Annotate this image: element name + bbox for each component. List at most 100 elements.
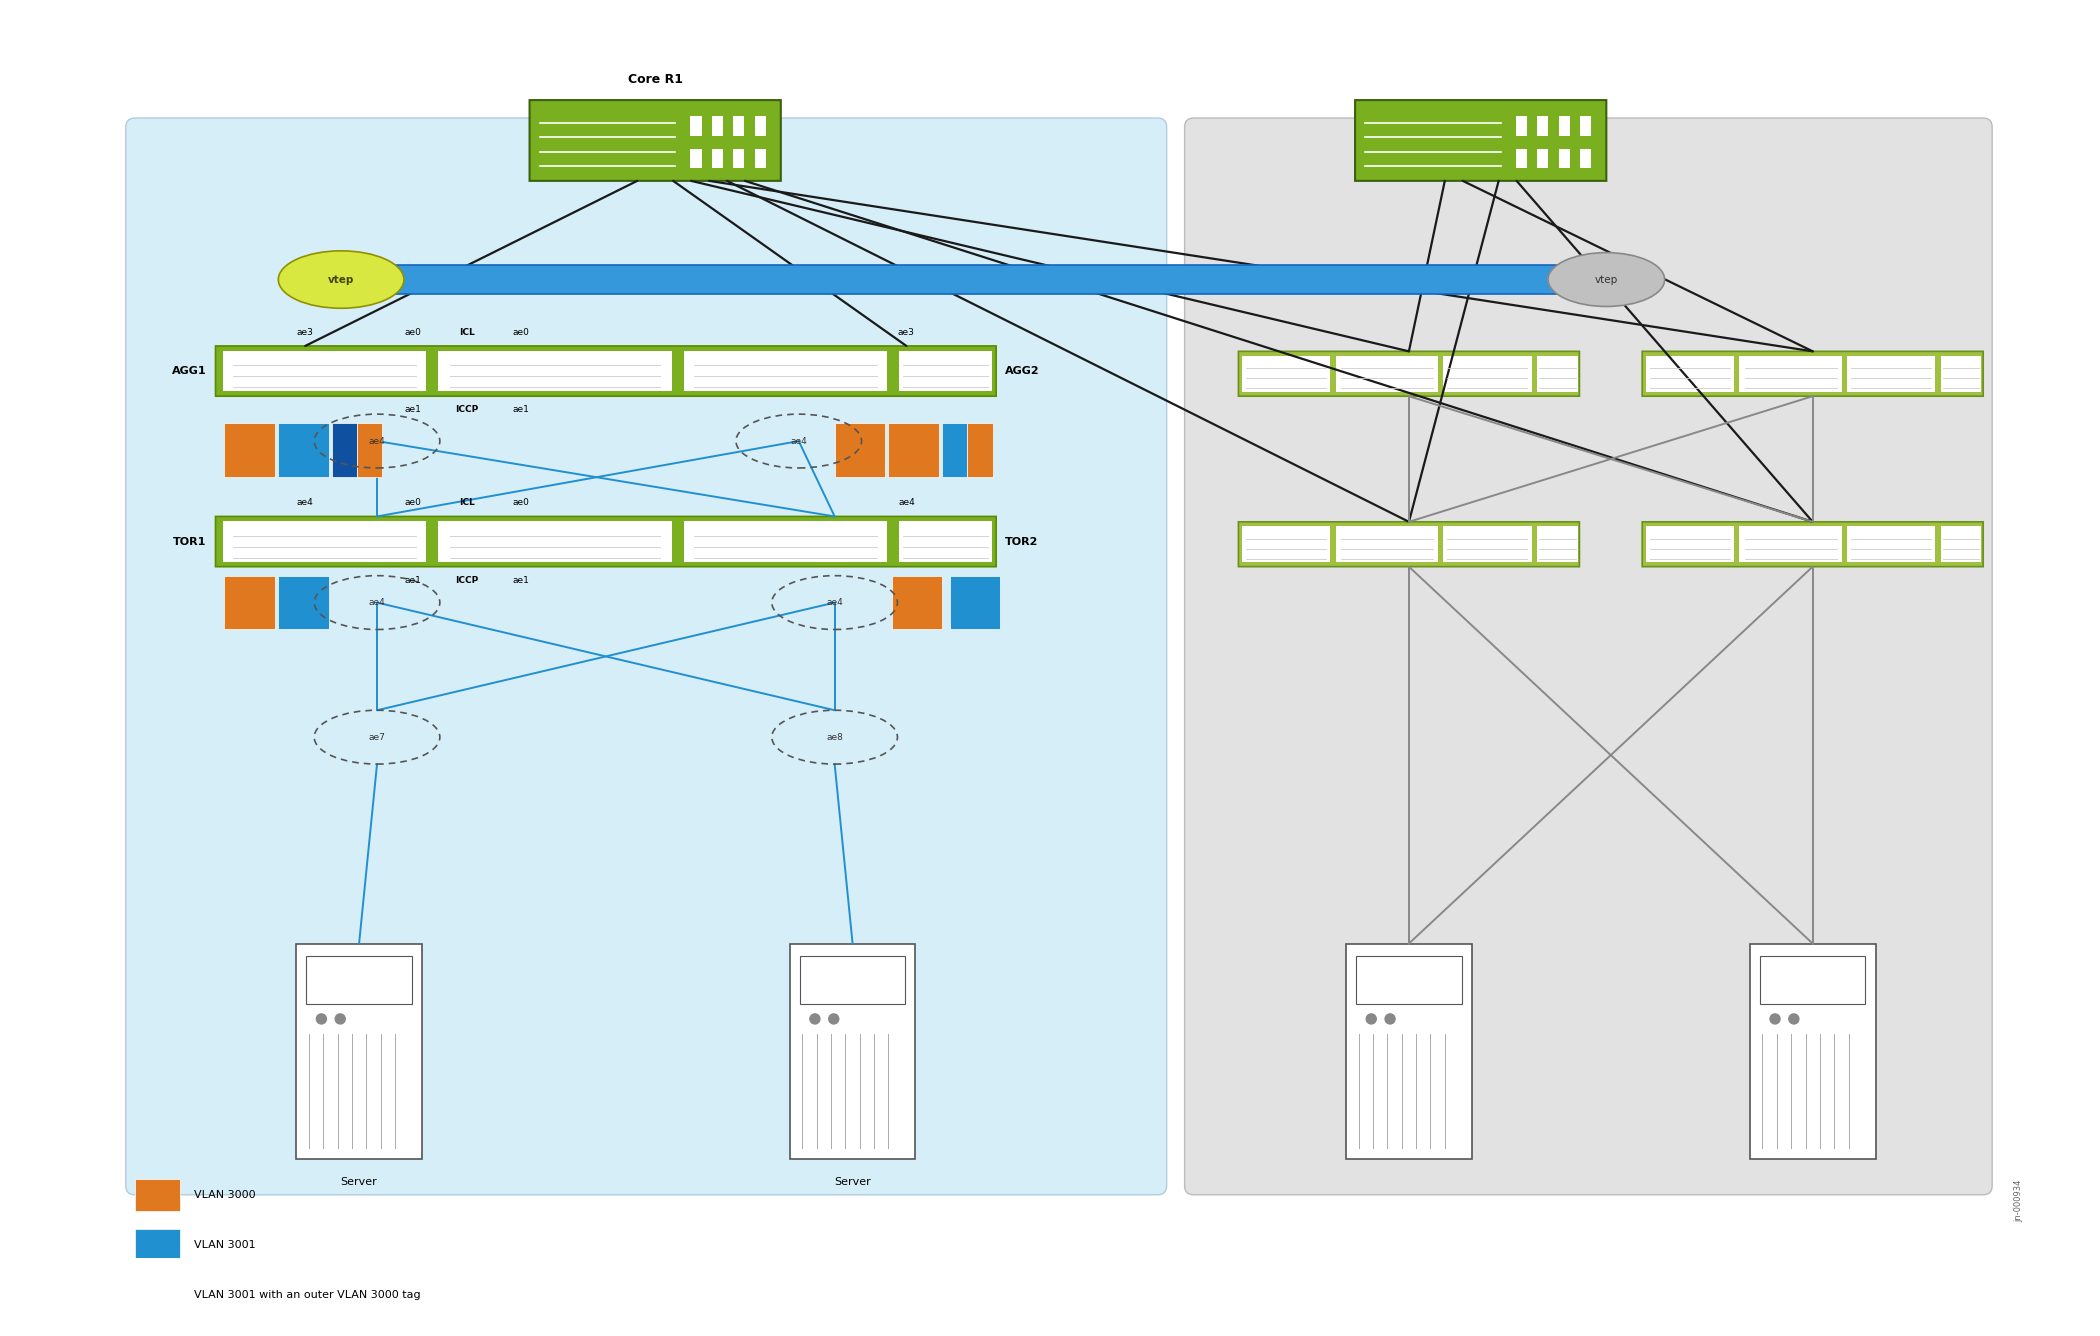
Text: Core R1: Core R1 (628, 72, 682, 86)
Bar (296, 943, 422, 1158)
Bar (1537, 526, 1577, 562)
Text: ae4: ae4 (790, 437, 806, 446)
Bar (1646, 355, 1735, 391)
FancyBboxPatch shape (1239, 351, 1579, 397)
Text: VLAN 3001: VLAN 3001 (193, 1240, 256, 1250)
Text: ICL: ICL (460, 327, 475, 337)
Bar (691, 148, 701, 168)
Bar (1749, 943, 1875, 1158)
Text: ae1: ae1 (405, 576, 422, 585)
Text: TOR2: TOR2 (1006, 537, 1040, 546)
FancyBboxPatch shape (216, 517, 995, 566)
Bar (1537, 148, 1548, 168)
Text: ae7: ae7 (370, 732, 386, 741)
Bar (1646, 526, 1735, 562)
Bar (1336, 355, 1438, 391)
Ellipse shape (279, 251, 403, 309)
Bar (1579, 148, 1592, 168)
FancyBboxPatch shape (1354, 100, 1606, 180)
Text: ae4: ae4 (825, 599, 842, 607)
Text: ICL: ICL (460, 498, 475, 508)
Bar (1940, 526, 1982, 562)
Bar (685, 521, 886, 561)
Bar (158, 1279, 181, 1312)
Bar (1443, 355, 1531, 391)
Bar (685, 351, 886, 391)
Bar (1336, 526, 1438, 562)
Bar (1739, 526, 1842, 562)
Bar (1537, 116, 1548, 136)
Bar (134, 1279, 158, 1312)
Bar (1537, 355, 1577, 391)
Bar (279, 576, 328, 629)
Text: ae1: ae1 (512, 405, 529, 414)
Bar (357, 424, 382, 477)
Bar (733, 148, 743, 168)
Text: ae4: ae4 (296, 498, 313, 508)
Bar (1357, 957, 1462, 1003)
Bar (899, 521, 993, 561)
Bar (134, 1229, 181, 1261)
Text: ae3: ae3 (899, 327, 916, 337)
Bar (712, 116, 722, 136)
Text: ae0: ae0 (512, 498, 529, 508)
Bar (223, 351, 426, 391)
Text: ae3: ae3 (296, 327, 313, 337)
Bar (1940, 355, 1982, 391)
Bar (158, 1329, 181, 1336)
Circle shape (811, 1014, 819, 1023)
Circle shape (336, 1014, 344, 1023)
Text: ae0: ae0 (512, 327, 529, 337)
FancyBboxPatch shape (126, 118, 1168, 1194)
Bar (225, 424, 275, 477)
Bar (968, 424, 993, 477)
Bar (134, 1329, 158, 1336)
Bar (1241, 355, 1331, 391)
Text: AGG2: AGG2 (1006, 366, 1040, 375)
Text: ae4: ae4 (370, 599, 386, 607)
Bar (1516, 148, 1527, 168)
FancyBboxPatch shape (529, 100, 781, 180)
Bar (943, 424, 968, 477)
Text: ae1: ae1 (405, 405, 422, 414)
Circle shape (1789, 1014, 1800, 1023)
Bar (1846, 526, 1936, 562)
Text: AGG1: AGG1 (172, 366, 206, 375)
Text: ae4: ae4 (370, 437, 386, 446)
FancyBboxPatch shape (1184, 118, 1993, 1194)
Text: ae4: ae4 (899, 498, 916, 508)
FancyBboxPatch shape (216, 346, 995, 397)
FancyArrow shape (340, 265, 1606, 294)
Bar (712, 148, 722, 168)
Text: ICCP: ICCP (456, 576, 479, 585)
Ellipse shape (1548, 253, 1665, 306)
Circle shape (1770, 1014, 1781, 1023)
Text: VLAN 3000: VLAN 3000 (193, 1190, 256, 1200)
Bar (949, 576, 1000, 629)
FancyBboxPatch shape (1642, 351, 1982, 397)
Bar (800, 957, 905, 1003)
Bar (307, 957, 412, 1003)
Bar (888, 424, 939, 477)
Text: Server: Server (340, 1177, 378, 1186)
Bar (439, 351, 672, 391)
FancyBboxPatch shape (1642, 522, 1982, 566)
Bar (790, 943, 916, 1158)
Bar (834, 424, 884, 477)
Circle shape (1386, 1014, 1394, 1023)
Circle shape (1367, 1014, 1376, 1023)
Bar (225, 576, 275, 629)
Bar (899, 351, 993, 391)
Bar (754, 148, 766, 168)
FancyBboxPatch shape (1239, 522, 1579, 566)
Text: ae0: ae0 (405, 498, 422, 508)
Bar (1241, 526, 1331, 562)
Bar (1760, 957, 1865, 1003)
Bar (892, 576, 943, 629)
Bar (1558, 116, 1571, 136)
Bar (332, 424, 357, 477)
Text: jn-000934: jn-000934 (2014, 1180, 2024, 1221)
Text: ae1: ae1 (512, 576, 529, 585)
Text: TOR1: TOR1 (172, 537, 206, 546)
Text: ae0: ae0 (405, 327, 422, 337)
